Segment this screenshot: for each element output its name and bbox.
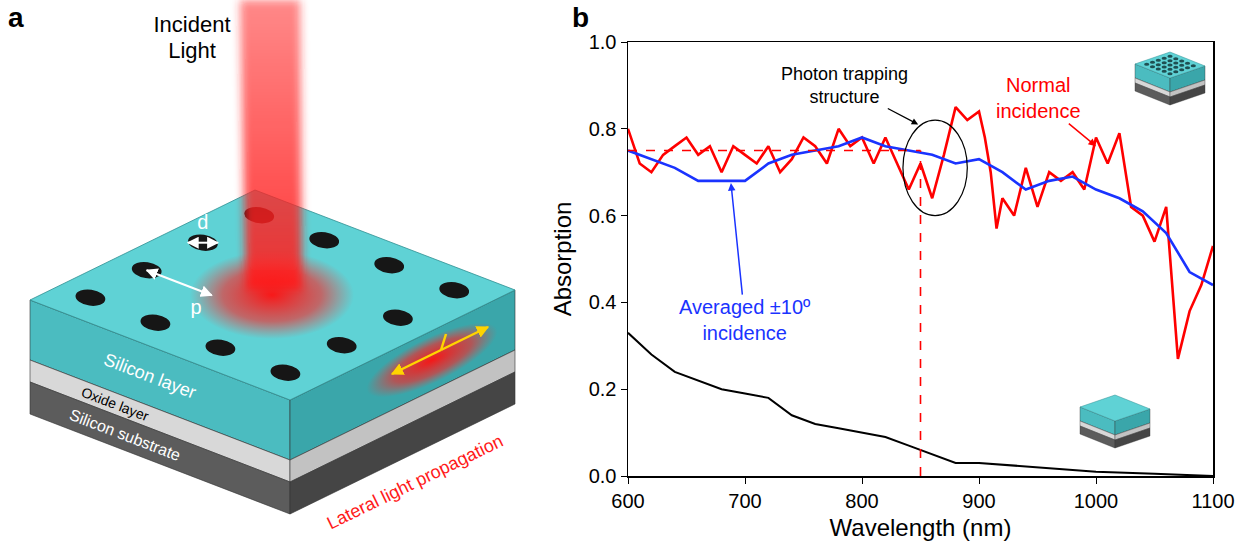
- svg-text:Oxide layer: Oxide layer: [79, 383, 151, 425]
- svg-text:0.0: 0.0: [589, 465, 617, 487]
- svg-text:Normalincidence: Normalincidence: [996, 74, 1081, 122]
- svg-text:Photon trappingstructure: Photon trappingstructure: [781, 64, 908, 107]
- svg-text:900: 900: [962, 490, 995, 512]
- svg-text:Light: Light: [168, 38, 216, 63]
- html-text:a: a: [8, 2, 24, 33]
- svg-text:Lateral light propagation: Lateral light propagation: [324, 431, 506, 534]
- svg-text:Wavelength (nm): Wavelength (nm): [830, 514, 1012, 541]
- svg-text:Absorption: Absorption: [549, 202, 576, 317]
- svg-text:1100: 1100: [1191, 490, 1234, 512]
- svg-text:600: 600: [611, 490, 644, 512]
- svg-text:0.6: 0.6: [589, 205, 617, 227]
- svg-text:p: p: [190, 296, 201, 318]
- svg-text:1000: 1000: [1074, 490, 1119, 512]
- svg-text:d: d: [197, 211, 208, 233]
- svg-text:0.4: 0.4: [589, 291, 617, 313]
- html-text:b: b: [572, 2, 590, 33]
- svg-text:Silicon layer: Silicon layer: [101, 349, 199, 403]
- svg-text:Incident: Incident: [153, 12, 230, 37]
- svg-text:700: 700: [728, 490, 761, 512]
- svg-text:0.2: 0.2: [589, 378, 617, 400]
- svg-text:Averaged ±10ºincidence: Averaged ±10ºincidence: [679, 296, 811, 344]
- svg-text:0.8: 0.8: [589, 118, 617, 140]
- svg-text:1.0: 1.0: [589, 31, 617, 53]
- svg-text:800: 800: [845, 490, 878, 512]
- svg-text:Silicon substrate: Silicon substrate: [67, 406, 183, 464]
